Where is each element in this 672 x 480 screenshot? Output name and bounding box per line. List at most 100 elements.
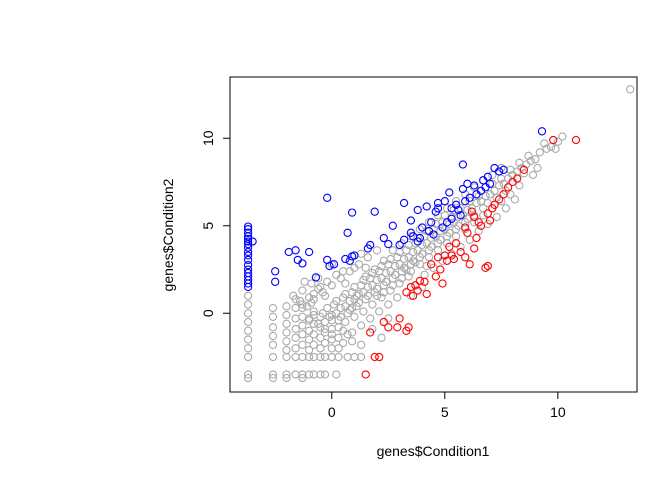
data-point — [268, 370, 278, 379]
data-point — [366, 314, 375, 323]
data-point — [271, 267, 280, 276]
data-point — [422, 202, 431, 211]
data-point — [479, 211, 488, 220]
data-point — [327, 310, 336, 320]
data-point — [334, 352, 343, 362]
data-point — [384, 323, 393, 332]
data-point — [332, 296, 341, 306]
data-point — [282, 337, 291, 346]
data-point — [388, 221, 397, 230]
data-point — [379, 233, 388, 243]
data-point — [433, 204, 443, 213]
data-point — [399, 198, 409, 208]
data-point — [345, 305, 354, 314]
data-point — [243, 352, 253, 362]
data-point — [494, 195, 504, 204]
data-point — [268, 373, 278, 383]
data-point — [316, 344, 325, 353]
data-point — [282, 370, 291, 379]
data-point — [304, 247, 314, 257]
data-point — [524, 151, 533, 160]
data-point — [243, 317, 253, 327]
data-point — [485, 190, 495, 199]
data-point — [377, 293, 386, 302]
data-point — [347, 337, 357, 346]
data-point — [379, 256, 388, 265]
data-point — [243, 370, 253, 379]
data-point — [343, 228, 352, 237]
data-point — [375, 352, 384, 362]
data-point — [361, 370, 370, 379]
data-point — [243, 282, 253, 292]
data-point — [309, 310, 318, 320]
data-point — [304, 370, 314, 379]
data-point — [363, 253, 373, 262]
data-point — [408, 291, 418, 300]
data-point — [325, 261, 334, 271]
data-point — [334, 344, 343, 353]
data-point — [338, 267, 348, 276]
x-tick-label: 10 — [550, 404, 566, 420]
data-point — [298, 286, 307, 295]
data-point — [282, 352, 291, 362]
data-point — [341, 279, 350, 288]
data-point — [248, 237, 257, 246]
data-point — [268, 312, 278, 321]
data-point — [399, 263, 409, 272]
data-point — [243, 228, 253, 237]
data-point — [384, 300, 393, 309]
data-point — [438, 279, 447, 288]
data-point — [268, 323, 278, 332]
data-point — [243, 300, 253, 309]
data-point — [282, 319, 291, 328]
data-point — [291, 324, 300, 334]
data-point — [528, 170, 538, 180]
data-point — [243, 326, 253, 335]
data-point — [314, 284, 323, 293]
data-point — [243, 222, 253, 231]
data-point — [470, 244, 479, 253]
data-point — [481, 263, 490, 272]
data-point — [422, 261, 431, 271]
data-point — [404, 323, 413, 332]
data-point — [243, 373, 253, 383]
data-point — [413, 286, 422, 295]
data-point — [350, 251, 359, 260]
data-point — [470, 181, 479, 190]
x-tick-label: 0 — [328, 404, 336, 420]
data-point — [359, 307, 368, 316]
data-point — [243, 309, 253, 318]
x-axis-label: genes$Condition1 — [377, 443, 490, 459]
data-point — [393, 323, 402, 332]
data-point — [515, 158, 524, 167]
data-point — [377, 261, 386, 271]
data-point — [298, 330, 307, 339]
data-point — [341, 317, 350, 327]
data-point — [381, 277, 391, 286]
data-point — [537, 127, 547, 136]
data-point — [397, 274, 406, 283]
data-point — [433, 253, 443, 262]
data-point — [316, 323, 325, 332]
data-point — [549, 135, 558, 145]
data-point — [309, 340, 318, 349]
data-point — [350, 312, 359, 321]
data-point — [427, 242, 436, 251]
data-point — [454, 205, 463, 215]
data-point — [470, 218, 479, 227]
data-point — [307, 298, 316, 307]
data-point — [393, 293, 402, 302]
data-point — [411, 281, 420, 290]
data-point — [282, 310, 291, 320]
data-point — [309, 307, 318, 316]
data-point — [490, 200, 499, 209]
data-point — [558, 132, 567, 141]
data-point — [461, 223, 470, 232]
y-tick-label: 0 — [200, 309, 216, 317]
data-point — [343, 330, 352, 339]
data-point — [399, 235, 409, 244]
data-point — [377, 333, 386, 342]
data-point — [332, 370, 341, 379]
data-point — [323, 193, 332, 202]
